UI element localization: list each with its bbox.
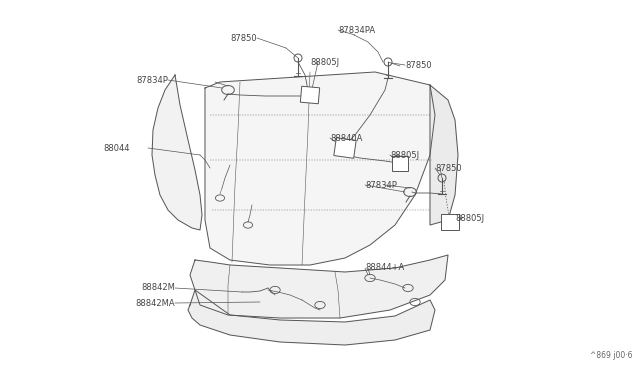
Text: 88805J: 88805J <box>390 151 419 160</box>
Bar <box>300 86 319 104</box>
Polygon shape <box>152 75 202 230</box>
Bar <box>392 155 408 170</box>
Polygon shape <box>190 255 448 318</box>
Text: 88842M: 88842M <box>141 283 175 292</box>
Bar <box>441 214 459 230</box>
Text: ^869 j00·6: ^869 j00·6 <box>589 351 632 360</box>
Text: 88805J: 88805J <box>310 58 339 67</box>
Text: 88842MA: 88842MA <box>136 298 175 308</box>
Polygon shape <box>205 72 435 265</box>
Text: 88044: 88044 <box>104 144 130 153</box>
Text: 87850: 87850 <box>435 164 461 173</box>
Text: 87850: 87850 <box>230 33 257 42</box>
Text: 87834P: 87834P <box>136 76 168 84</box>
Text: 87850: 87850 <box>405 61 431 70</box>
Text: 88840A: 88840A <box>330 134 362 142</box>
Polygon shape <box>430 85 458 225</box>
Text: 88844+A: 88844+A <box>365 263 404 273</box>
Bar <box>334 138 356 158</box>
Text: 88805J: 88805J <box>455 214 484 222</box>
Polygon shape <box>188 290 435 345</box>
Text: 87834P: 87834P <box>365 180 397 189</box>
Text: 87834PA: 87834PA <box>338 26 375 35</box>
